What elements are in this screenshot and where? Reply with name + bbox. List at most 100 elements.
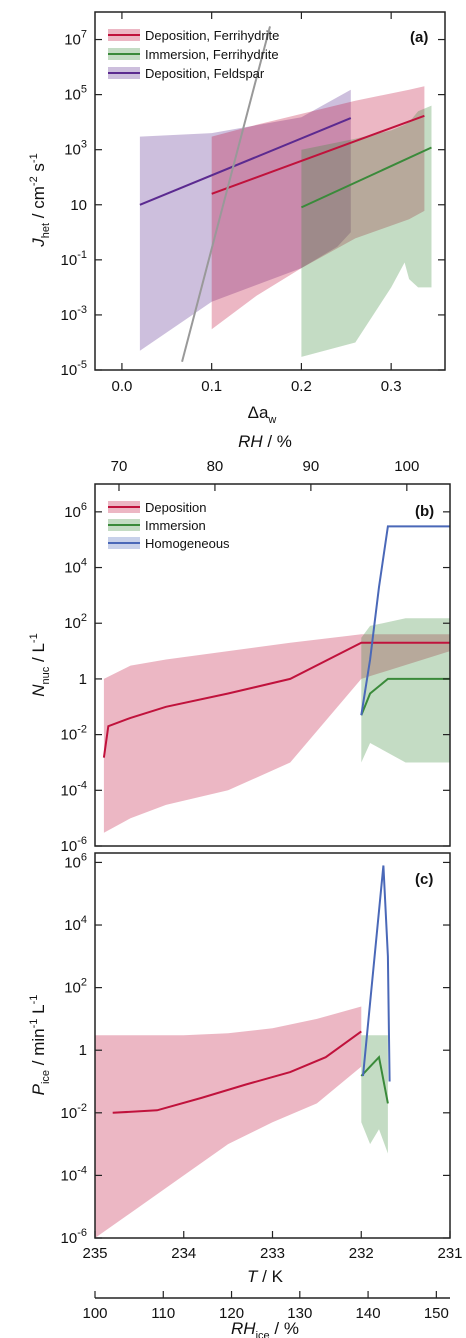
rh-ice-x-tick-label: 110 (151, 1305, 175, 1322)
panel-c-y-tick-base: 10 (64, 854, 81, 871)
panel-c-line-deposition (112, 1030, 362, 1114)
panel-c-y-axis-unit-exp: -1 (28, 1019, 40, 1029)
panel-c-y-tick-exponent: 4 (81, 914, 87, 926)
panel-b-y-tick-exponent: 2 (81, 612, 87, 624)
panel-a-y-tick-exponent: -3 (77, 304, 87, 316)
panel-a-y-tick-label: 103 (64, 139, 87, 159)
panel-c-y-tick-base: 1 (79, 1042, 87, 1059)
panel-b-top-ticks: 70 80 90 100 (111, 458, 419, 491)
panel-b-y-tick-exponent: -4 (77, 779, 87, 791)
panel-c-band-deposition (95, 1006, 362, 1238)
panel-b-y-tick-base: 10 (64, 615, 81, 632)
panel-c-x-tick-label: 235 (82, 1245, 107, 1262)
panel-a-x-tick-label: 0.2 (291, 378, 312, 395)
panel-a-x-tick-label: 0.3 (381, 378, 402, 395)
panel-b-y-axis-symbol: N (29, 684, 48, 697)
panel-a-y-axis-subscript: het (40, 223, 52, 238)
rh-ice-x-tick-label: 140 (356, 1305, 381, 1322)
rh-ice-axis-symbol: RH (231, 1319, 256, 1338)
panel-b-band-deposition (103, 634, 451, 833)
panel-b-y-tick-label: 10-6 (61, 835, 87, 855)
panel-c-x-axis-label: T / K (247, 1267, 284, 1286)
panel-b-y-axis-unit: / L (29, 643, 48, 667)
panel-a-band-deposition-feldspar (139, 89, 351, 351)
panel-b-frame (94, 483, 451, 847)
rh-ice-x-tick-label: 130 (287, 1305, 312, 1322)
panel-a-line-deposition-feldspar (139, 117, 352, 206)
panel-c-x-axis-unit: / K (257, 1267, 283, 1286)
panel-c-x-tick-label: 232 (349, 1245, 374, 1262)
panel-c-y-tick-exponent: -4 (77, 1164, 87, 1176)
rh-ice-x-tick-label: 120 (219, 1305, 244, 1322)
panel-a-lines (139, 26, 432, 362)
panel-a-y-tick-exponent: 3 (81, 139, 87, 151)
panel-c-x-axis-symbol: T (247, 1267, 259, 1286)
legend-label-deposition: Deposition (145, 500, 206, 515)
panel-c-y-axis-unit-exp2: -1 (28, 995, 40, 1005)
panel-a-legend: Deposition, Ferrihydrite Immersion, Ferr… (108, 28, 279, 81)
panel-b-y-tick-base: 10 (64, 504, 81, 521)
panel-a-y-tick-base: 10 (61, 307, 78, 324)
legend-label-homogeneous: Homogeneous (145, 536, 230, 551)
panel-b-y-axis-label: Nnuc / L-1 (28, 633, 52, 696)
panel-a-band-deposition-ferrihydrite (211, 86, 425, 330)
panel-b-y-tick-label: 10-2 (61, 724, 87, 744)
panel-b-y-tick-base: 1 (79, 671, 87, 688)
panel-a-y-axis-label: Jhet / cm-2 s-1 (28, 153, 52, 247)
panel-b-y-tick-exponent: 4 (81, 557, 87, 569)
panel-b-y-axis-subscript: nuc (40, 666, 52, 684)
panel-a-gray-line (181, 26, 271, 362)
panel-b-y-tick-base: 10 (61, 782, 78, 799)
panel-c-x-tick-label: 233 (260, 1245, 285, 1262)
panel-b-y-tick-label: 104 (64, 557, 87, 577)
panel-c-y-tick-exponent: -2 (77, 1102, 87, 1114)
panel-c-label: (c) (415, 871, 433, 888)
panel-a-line-immersion-ferrihydrite (300, 146, 432, 209)
panel-c-lines (112, 865, 391, 1114)
panel-b-y-tick-base: 10 (64, 560, 81, 577)
panel-a-y-tick-base: 10 (64, 32, 81, 49)
panel-c-y-tick-label: 10-6 (61, 1227, 87, 1247)
legend-label-immersion-ferrihydrite: Immersion, Ferrihydrite (145, 47, 279, 62)
panel-a-y-tick-label: 107 (64, 29, 87, 49)
panel-c-line-homogeneous (362, 865, 391, 1082)
panel-b-y-tick-exponent: -2 (77, 724, 87, 736)
rh-ice-axis-unit: / % (270, 1319, 299, 1338)
panel-a-y-axis-unit-s: s (29, 163, 48, 176)
panel-b-label: (b) (415, 503, 434, 520)
panel-b-legend: Deposition Immersion Homogeneous (108, 500, 230, 551)
legend-label-deposition-ferrihydrite: Deposition, Ferrihydrite (145, 28, 279, 43)
panel-b-top-tick-label: 100 (394, 458, 419, 475)
panel-c-y-tick-label: 104 (64, 914, 87, 934)
rh-ice-axis-ticks: 100 110 120 130 140 150 (82, 1291, 449, 1322)
panel-a-y-tick-exponent: -5 (77, 359, 87, 371)
panel-b-line-deposition (102, 641, 450, 758)
panel-a-y-tick-exponent: 7 (81, 29, 87, 41)
panel-c-y-tick-base: 10 (64, 980, 81, 997)
panel-b-y-tick-label: 10-4 (61, 779, 87, 799)
panel-c-y-tick-exponent: 2 (81, 977, 87, 989)
panel-a-y-tick-label: 105 (64, 84, 87, 104)
panel-b-line-immersion (360, 677, 450, 716)
panel-b-lines (102, 525, 450, 758)
panel-b-line-homogeneous (360, 525, 450, 716)
panel-b-bands (103, 618, 451, 833)
panel-a-y-axis-unit: / cm (29, 186, 48, 223)
panel-b-top-axis-unit: / % (263, 432, 292, 451)
rh-ice-x-tick-label: 150 (424, 1305, 449, 1322)
panel-a-y-tick-label: 10-1 (61, 249, 87, 269)
panel-b-y-tick-base: 10 (61, 838, 78, 855)
panel-c-y-tick-base: 10 (64, 917, 81, 934)
panel-a-y-tick-exponent: -1 (77, 249, 87, 261)
panel-a-x-axis-symbol: Δa (248, 403, 269, 422)
panel-c-y-tick-base: 10 (61, 1105, 78, 1122)
panel-a-y-tick-base: 10 (61, 252, 78, 269)
panel-c-y-axis-label: Pice / min-1 L-1 (28, 995, 52, 1096)
panel-c-bands (95, 1006, 388, 1238)
rh-ice-axis-label: RHice / % (231, 1319, 299, 1338)
